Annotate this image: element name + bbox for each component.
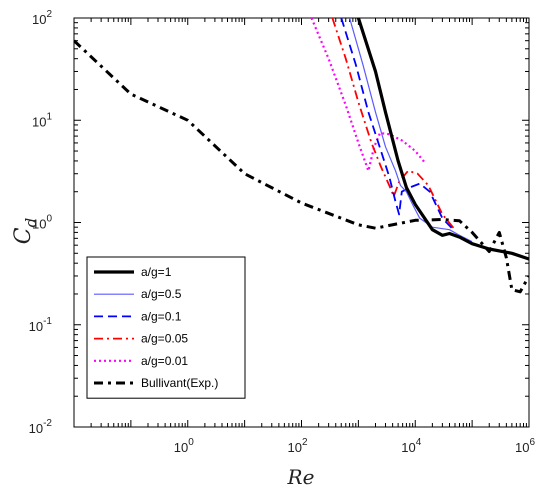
series-line bbox=[340, 18, 456, 232]
axis-tick-labels: 10-2 10-1 100 101 102 100 102 104 106 bbox=[29, 9, 536, 455]
x-tick-label: 104 bbox=[401, 437, 421, 455]
legend-label: Bullivant(Exp.) bbox=[141, 376, 218, 390]
series-line bbox=[349, 18, 473, 243]
x-axis-label: Re bbox=[287, 465, 315, 489]
y-axis-label-sub: d bbox=[22, 218, 40, 228]
legend-box bbox=[86, 256, 246, 399]
y-tick-label: 100 bbox=[32, 214, 52, 232]
y-tick-label: 102 bbox=[32, 9, 52, 27]
y-axis-label: Cd bbox=[11, 218, 40, 244]
y-tick-label: 10-1 bbox=[29, 316, 53, 334]
series-line bbox=[356, 18, 529, 261]
legend-label: a/g=0.5 bbox=[141, 287, 182, 301]
x-tick-label: 102 bbox=[287, 437, 307, 455]
y-tick-label: 101 bbox=[32, 111, 52, 129]
y-tick-label: 10-2 bbox=[29, 418, 53, 436]
axis-ticks bbox=[73, 17, 530, 428]
legend-label: a/g=0.01 bbox=[141, 354, 188, 368]
x-tick-label: 100 bbox=[174, 437, 194, 455]
x-tick-label: 106 bbox=[515, 437, 535, 455]
series-line bbox=[74, 39, 529, 294]
legend-label: a/g=0.05 bbox=[141, 332, 188, 346]
series-layer bbox=[74, 18, 529, 294]
legend: a/g=1 a/g=0.5 a/g=0.1 a/g=0.05 a/g=0.01 Bulli… bbox=[86, 256, 246, 399]
y-axis-label-main: C bbox=[11, 227, 36, 244]
legend-label: a/g=0.1 bbox=[141, 309, 182, 323]
legend-label: a/g=1 bbox=[141, 265, 172, 279]
